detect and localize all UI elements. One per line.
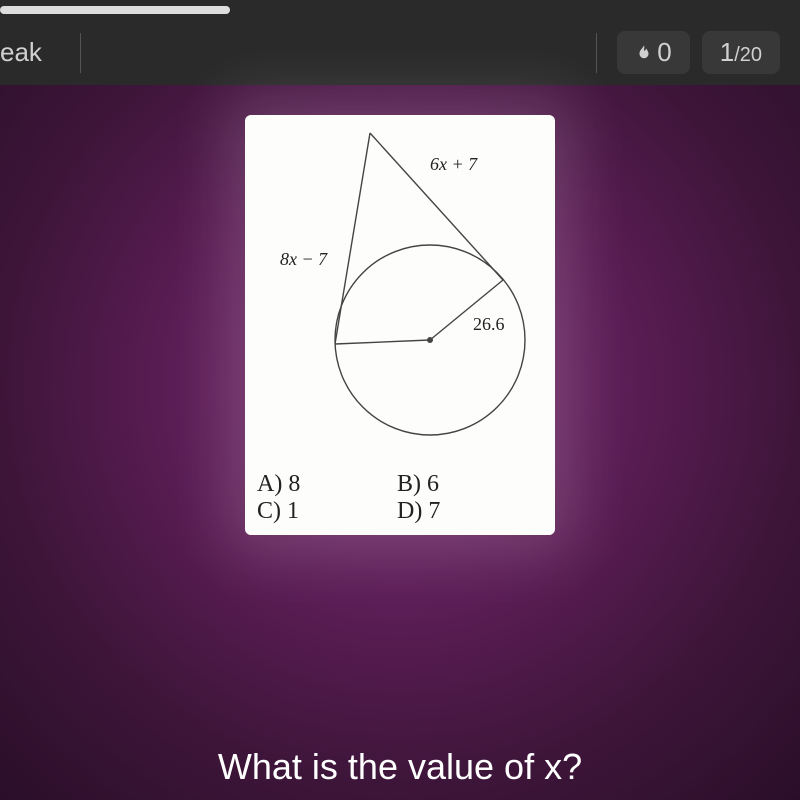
progress-current: 1 (720, 37, 734, 67)
toolbar: eak 0 1/20 (0, 25, 800, 80)
toolbar-left-label: eak (0, 37, 60, 68)
answer-choices: A) 8 B) 6 C) 1 D) 7 (257, 471, 537, 525)
svg-text:26.6: 26.6 (473, 314, 505, 334)
geometry-diagram: 6x + 7 8x − 7 26.6 (255, 125, 545, 455)
toolbar-divider (80, 33, 81, 73)
toolbar-divider (596, 33, 597, 73)
answer-c[interactable]: C) 1 (257, 498, 397, 525)
answer-b[interactable]: B) 6 (397, 471, 537, 498)
svg-text:6x + 7: 6x + 7 (430, 154, 478, 174)
content-area: 6x + 7 8x − 7 26.6 A) 8 B) 6 C) 1 D) 7 Wha… (0, 85, 800, 800)
progress-bar (0, 6, 230, 14)
progress-total: /20 (734, 44, 762, 66)
flame-icon (635, 42, 653, 64)
progress-counter[interactable]: 1/20 (702, 31, 780, 74)
answer-a[interactable]: A) 8 (257, 471, 397, 498)
question-prompt: What is the value of x? (0, 746, 800, 788)
question-card: 6x + 7 8x − 7 26.6 A) 8 B) 6 C) 1 D) 7 (245, 115, 555, 535)
svg-text:8x − 7: 8x − 7 (280, 249, 328, 269)
streak-count: 0 (657, 37, 671, 68)
streak-counter[interactable]: 0 (617, 31, 689, 74)
answer-d[interactable]: D) 7 (397, 498, 537, 525)
